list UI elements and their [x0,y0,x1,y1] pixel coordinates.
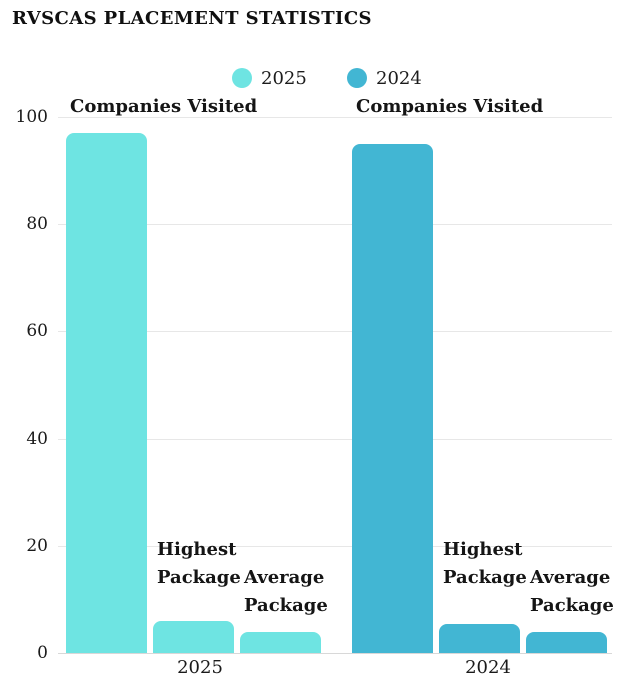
gridline-y-100 [58,117,612,118]
x-axis-label-2024: 2024 [465,657,511,678]
chart-title: RVSCAS PLACEMENT STATISTICS [12,8,372,29]
bar-label-2025-average-package: Average Package [244,567,328,616]
gridline-y-80 [58,224,612,225]
legend: 2025 2024 [0,66,629,90]
y-tick-label-80: 80 [26,214,48,234]
legend-label-2024: 2024 [376,67,422,89]
y-tick-label-100: 100 [15,107,48,127]
bar-label-2024-highest-package: Highest Package [443,539,527,588]
bar-2025-companies-visited [66,133,147,653]
bar-label-2025-companies-visited: Companies Visited [70,96,258,117]
gridline-y-40 [58,439,612,440]
bar-2025-highest-package [153,620,234,653]
bar-label-2025-highest-package: Highest Package [157,539,241,588]
y-tick-label-20: 20 [26,536,48,556]
legend-swatch-2024-icon [347,68,367,88]
gridline-y-60 [58,331,612,332]
bar-2024-companies-visited [352,143,433,653]
bar-2025-average-package [240,631,321,653]
legend-swatch-2025-icon [232,68,252,88]
x-axis-label-2025: 2025 [177,657,223,678]
bar-label-2024-companies-visited: Companies Visited [356,96,544,117]
y-tick-label-40: 40 [26,429,48,449]
legend-item-2024: 2024 [347,66,422,90]
y-tick-label-0: 0 [37,643,48,663]
bar-2024-average-package [526,631,607,653]
y-tick-label-60: 60 [26,321,48,341]
legend-item-2025: 2025 [232,66,307,90]
bar-label-2024-average-package: Average Package [530,567,614,616]
gridline-y-20 [58,546,612,547]
gridline-y-0 [58,653,612,654]
legend-label-2025: 2025 [261,67,307,89]
bar-2024-highest-package [439,623,520,653]
